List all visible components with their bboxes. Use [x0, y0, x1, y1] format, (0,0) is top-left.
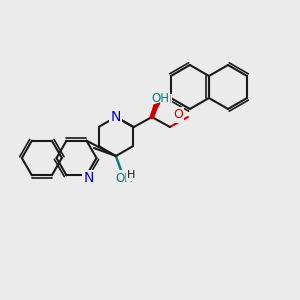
- Text: N: N: [83, 171, 94, 185]
- Text: OH: OH: [151, 92, 169, 104]
- Text: OH: OH: [115, 172, 133, 184]
- Polygon shape: [152, 103, 160, 117]
- Text: N: N: [111, 110, 121, 124]
- Text: H: H: [127, 170, 135, 180]
- Text: H: H: [163, 95, 171, 105]
- Text: O: O: [173, 109, 183, 122]
